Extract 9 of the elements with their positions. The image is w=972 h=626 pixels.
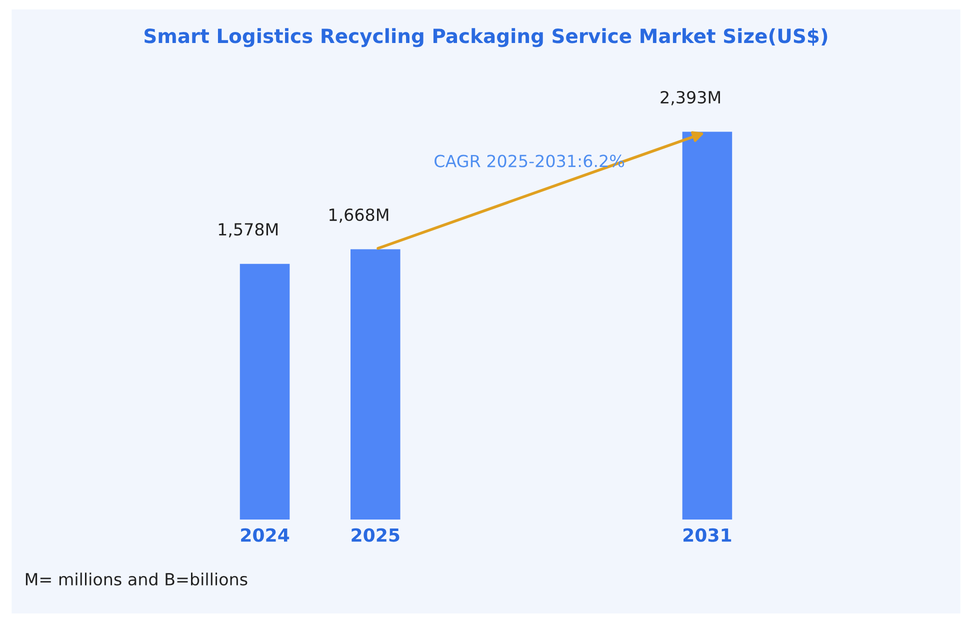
x-tick-label: 2024 [241,528,290,542]
data-label: 1,578M [218,223,278,238]
x-tick-label: 2031 [684,528,732,542]
chart-title: Smart Logistics Recycling Packaging Service Market Size(US$) [144,28,828,48]
x-tick-label: 2025 [352,528,400,542]
data-label: 1,668M [330,208,388,223]
data-label: 2,393M [660,90,720,106]
annotation: CAGR 2025-2031:6.2% [434,154,624,168]
text: M= millions and B=billions [26,572,248,586]
